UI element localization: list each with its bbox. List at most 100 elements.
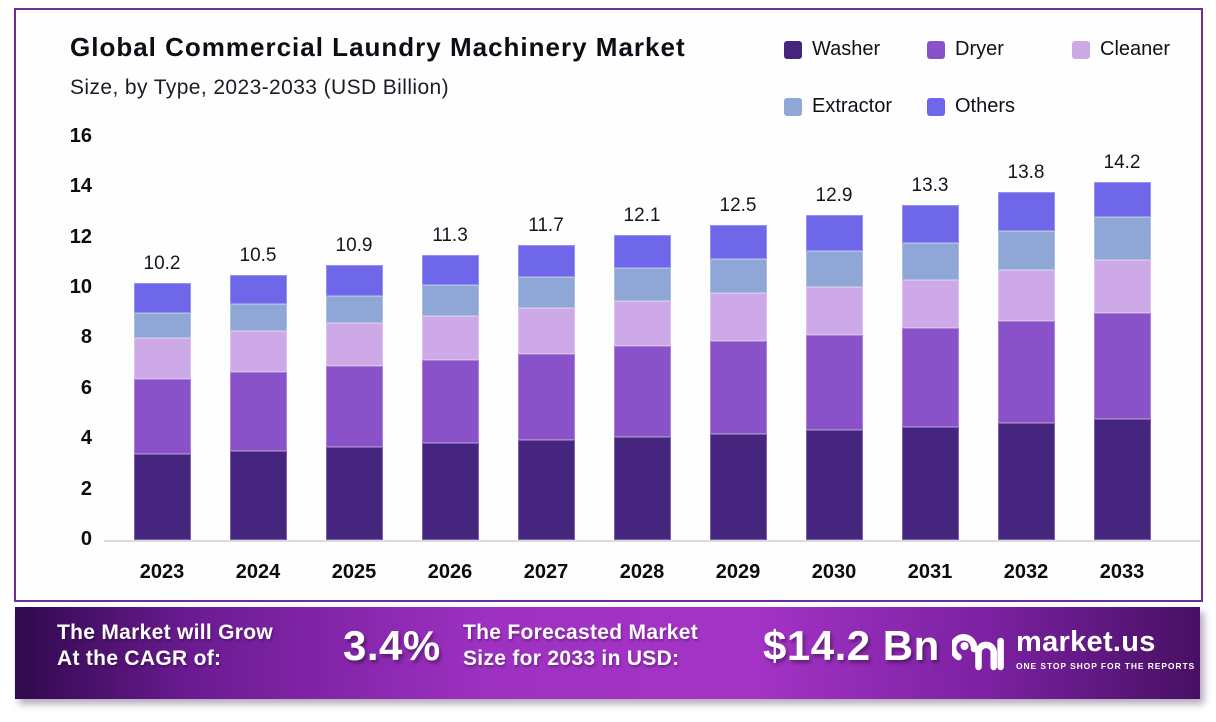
y-tick-label: 10 [69, 276, 92, 298]
legend-swatch [784, 97, 802, 116]
y-tick-label: 0 [80, 528, 92, 550]
x-tick-label: 2025 [331, 561, 377, 583]
legend-item-extractor: Extractor [784, 95, 892, 118]
cagr-value: 3.4% [343, 622, 441, 669]
bar-segment-extractor [229, 304, 287, 331]
bar-segment-dryer [1093, 313, 1151, 420]
bar-segment-extractor [325, 295, 383, 324]
x-tick-label: 2028 [619, 561, 665, 583]
bar-total-label: 10.2 [143, 252, 181, 274]
x-axis-line [104, 540, 1200, 542]
legend-label: Washer [812, 38, 881, 60]
brand-logo: market.us ONE STOP SHOP FOR THE REPORTS [952, 627, 1195, 674]
bar-segment-extractor [901, 242, 959, 281]
bar-segment-washer [709, 434, 767, 540]
legend-swatch [927, 40, 945, 59]
bar-segment-dryer [325, 366, 383, 447]
y-tick-label: 2 [80, 477, 92, 500]
bar-segment-washer [901, 426, 959, 540]
legend-item-washer: Washer [784, 38, 880, 61]
chart-title: Global Commercial Laundry Machinery Mark… [70, 32, 686, 62]
bar-segment-dryer [805, 334, 863, 431]
brand-text: market.us ONE STOP SHOP FOR THE REPORTS [1016, 626, 1196, 672]
brand-tagline: ONE STOP SHOP FOR THE REPORTS [1016, 661, 1196, 671]
forecast-value: $14.2 Bn [763, 622, 940, 669]
bar-segment-others [421, 255, 479, 286]
legend-label: Dryer [955, 38, 1004, 60]
bar-segment-cleaner [229, 330, 287, 373]
forecast-label-line1: The Forecasted Market [463, 621, 699, 644]
footer-banner: The Market will Grow At the CAGR of: 3.4… [15, 607, 1200, 699]
bar-total-label: 14.2 [1103, 152, 1141, 174]
bar-segment-others [325, 265, 383, 296]
bar-total-label: 13.8 [1007, 162, 1045, 184]
bar-segment-washer [421, 442, 479, 540]
y-tick-label: 8 [80, 326, 92, 349]
bar-total-label: 11.7 [528, 215, 564, 237]
bar-total-label: 12.1 [623, 205, 661, 227]
bar-total-label: 10.5 [239, 245, 277, 267]
legend-label: Cleaner [1100, 38, 1171, 60]
bar-segment-cleaner [133, 338, 191, 379]
bar-segment-extractor [613, 267, 671, 301]
bar-segment-washer [133, 454, 191, 540]
bar-total-label: 12.5 [719, 195, 757, 216]
bar-segment-others [229, 275, 287, 305]
bar-segment-others [901, 204, 959, 243]
y-tick-label: 6 [80, 376, 92, 399]
bar-segment-others [1093, 182, 1151, 218]
x-tick-label: 2031 [907, 561, 953, 583]
legend-swatch [927, 97, 945, 116]
bar-total-label: 13.3 [911, 174, 949, 196]
brand-name: market.us [1016, 626, 1156, 658]
bar-segment-cleaner [325, 323, 383, 367]
bar-segment-others [997, 192, 1055, 232]
legend-item-dryer: Dryer [927, 38, 1004, 61]
bar-segment-others [709, 225, 767, 260]
bar-segment-washer [997, 422, 1055, 540]
chart-subtitle: Size, by Type, 2023-2033 (USD Billion) [70, 76, 449, 99]
bar-segment-others [613, 235, 671, 268]
x-tick-label: 2032 [1003, 561, 1049, 583]
bar-total-label: 12.9 [815, 184, 853, 206]
legend-item-cleaner: Cleaner [1072, 38, 1170, 61]
bar-segment-extractor [517, 276, 575, 309]
bar-segment-extractor [805, 251, 863, 287]
chart-panel: Global Commercial Laundry Machinery Mark… [14, 8, 1203, 602]
bar-segment-washer [325, 446, 383, 540]
bar-segment-dryer [229, 372, 287, 451]
bar-segment-dryer [997, 320, 1055, 423]
x-tick-label: 2033 [1099, 561, 1145, 583]
cagr-label: The Market will Grow At the CAGR of: [57, 620, 273, 672]
bar-segment-others [517, 245, 575, 277]
bar-segment-washer [229, 450, 287, 540]
bar-segment-dryer [421, 359, 479, 443]
legend-label: Others [955, 95, 1016, 117]
bar-segment-dryer [709, 340, 767, 435]
bar-segment-extractor [421, 285, 479, 316]
bar-segment-cleaner [805, 286, 863, 335]
y-tick-label: 12 [69, 225, 92, 248]
legend-swatch [784, 40, 802, 59]
cagr-label-line2: At the CAGR of: [57, 647, 222, 670]
bar-segment-extractor [1093, 217, 1151, 261]
bar-segment-extractor [133, 313, 191, 339]
bar-segment-cleaner [709, 293, 767, 341]
x-tick-label: 2030 [811, 561, 857, 583]
bar-segment-washer [613, 436, 671, 540]
bar-total-label: 10.9 [335, 235, 373, 257]
bar-segment-dryer [901, 328, 959, 427]
y-tick-label: 14 [69, 175, 92, 198]
y-tick-label: 4 [80, 427, 92, 450]
legend-label: Extractor [812, 95, 893, 117]
y-tick-label: 16 [69, 124, 92, 147]
bar-segment-dryer [517, 353, 575, 441]
x-tick-label: 2029 [715, 561, 761, 583]
x-tick-label: 2024 [235, 561, 281, 583]
bar-segment-cleaner [517, 308, 575, 354]
x-tick-label: 2026 [427, 561, 473, 583]
bar-segment-extractor [709, 259, 767, 294]
legend-swatch [1072, 40, 1090, 59]
bar-segment-washer [805, 430, 863, 540]
legend-item-others: Others [927, 95, 1015, 118]
